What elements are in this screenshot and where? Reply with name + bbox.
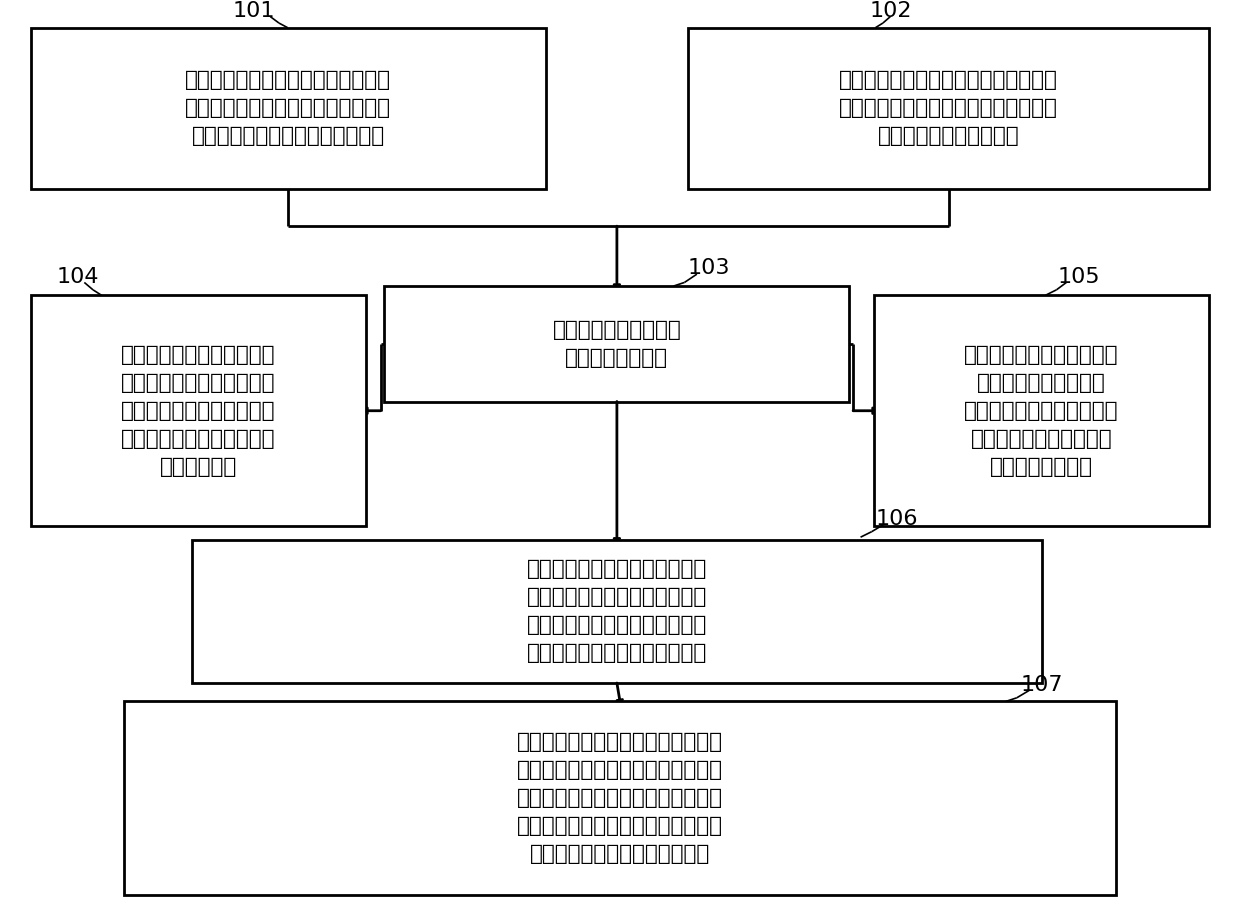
- Text: 106: 106: [875, 509, 918, 529]
- Text: 在所述预定时长内，根据所述开启请
求打开所述储备扭矩请求模块，以向
所述发动机发送补偿扭矩信息，从而
使得所述发动机根据所述补偿扭矩信
息将其扭矩提升至所述预定: 在所述预定时长内，根据所述开启请 求打开所述储备扭矩请求模块，以向 所述发动机发…: [517, 732, 723, 865]
- Bar: [874, 295, 1209, 526]
- Text: 103: 103: [688, 258, 730, 278]
- Text: 在预定时长后吸合电磁离合器，
以开启所述压缩机；其中，所述
预定时长是指所述发动机从最小
扭矩恢复到预定扭矩所用的时间: 在预定时长后吸合电磁离合器， 以开启所述压缩机；其中，所述 预定时长是指所述发动…: [527, 559, 707, 664]
- Text: 105: 105: [1058, 267, 1100, 287]
- Bar: [688, 28, 1209, 189]
- Text: 104: 104: [57, 267, 99, 287]
- Text: 101: 101: [233, 1, 275, 21]
- Text: 将所述断油转速的值重新设
定为大于所述初始断油
转速值的预定断油转速值，
从而使得所述发动机断油
时的实际转速增加: 将所述断油转速的值重新设 定为大于所述初始断油 转速值的预定断油转速值， 从而使…: [965, 344, 1118, 477]
- Bar: [31, 28, 546, 189]
- Bar: [384, 286, 849, 402]
- Text: 当所述发动机的实际转速大于或等于断
油转速时，所述发动机断油，所述断油
转速具有初始断油转速值: 当所述发动机的实际转速大于或等于断 油转速时，所述发动机断油，所述断油 转速具有…: [839, 70, 1058, 147]
- Bar: [124, 701, 1116, 895]
- Text: 接收用于指示所述压缩
机启动的开启请求: 接收用于指示所述压缩 机启动的开启请求: [553, 319, 681, 368]
- Text: 当所述发动机的实际转速小于或等于
供油转速时，所述发动机恢复供油，
所述供油转速具有初始供油转速值: 当所述发动机的实际转速小于或等于 供油转速时，所述发动机恢复供油， 所述供油转速…: [185, 70, 392, 147]
- Text: 将所述供油转速的值重新设
定为大于所述初始供油转速
值的预定供油转速值，以使
得所述发动机恢复供油时的
实际转速增加: 将所述供油转速的值重新设 定为大于所述初始供油转速 值的预定供油转速值，以使 得…: [122, 344, 275, 477]
- Bar: [192, 540, 1042, 683]
- Text: 107: 107: [1021, 675, 1063, 695]
- Text: 102: 102: [869, 1, 911, 21]
- Bar: [31, 295, 366, 526]
